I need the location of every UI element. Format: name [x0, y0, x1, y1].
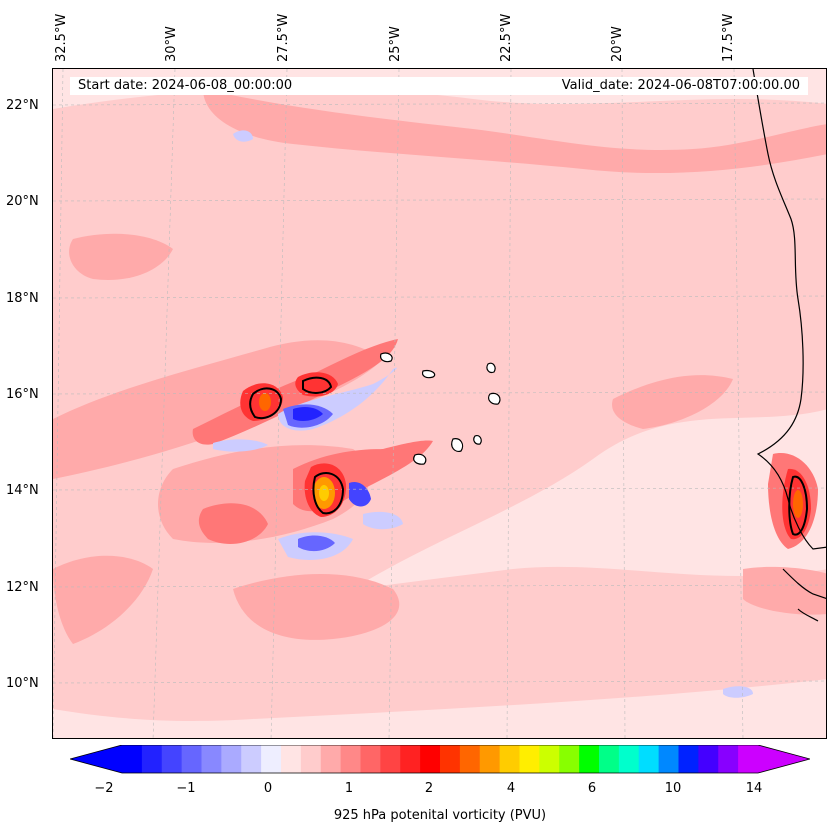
colorbar-extend-under — [70, 745, 122, 773]
colorbar-segment — [658, 745, 679, 773]
colorbar-segment — [400, 745, 421, 773]
pv-region-negative — [349, 481, 371, 507]
islands — [380, 352, 501, 465]
pv-region-negative-light — [723, 686, 753, 698]
colorbar-segment — [141, 745, 163, 773]
colorbar-segment — [440, 745, 461, 773]
colorbar-segment — [241, 745, 262, 773]
colorbar-segment — [738, 745, 759, 773]
gridlines — [53, 69, 826, 738]
valid-date-label: Valid_date: 2024-06-08T07:00:00.00 — [561, 78, 800, 93]
latitude-label: 16°N — [6, 387, 39, 402]
colorbar-segment — [638, 745, 660, 773]
pv-peak-core — [319, 485, 329, 501]
colorbar-segment — [539, 745, 560, 773]
pv-region-medium — [53, 340, 383, 479]
latitude-label: 12°N — [6, 580, 39, 595]
colorbar-segment — [618, 745, 640, 773]
colorbar-tick-label: 14 — [745, 781, 763, 796]
longitude-label: 17.5°W — [721, 13, 736, 62]
latitude-label: 22°N — [6, 98, 39, 113]
pv-region-medium — [233, 574, 400, 640]
colorbar-segment — [122, 745, 143, 773]
pv-peak-core — [793, 490, 803, 518]
colorbar-segment — [320, 745, 342, 773]
pv-region-negative — [298, 535, 335, 552]
longitude-label: 27.5°W — [276, 13, 291, 62]
map-panel[interactable] — [52, 68, 827, 739]
colorbar-extend-over — [758, 745, 810, 773]
colorbar-segment — [420, 745, 441, 773]
colorbar-segment — [201, 745, 222, 773]
colorbar-tick-label: 0 — [263, 781, 273, 796]
longitude-label: 32.5°W — [54, 13, 69, 62]
colorbar-outline — [70, 745, 810, 774]
colorbar-segment — [479, 745, 501, 773]
longitude-label: 25°W — [388, 26, 403, 62]
pv-region-strong — [198, 503, 268, 544]
colorbar-segment — [559, 745, 580, 773]
colorbar-segment — [499, 745, 520, 773]
colorbar-tick-label: 10 — [664, 781, 682, 796]
colorbar-segment — [221, 745, 242, 773]
coastline — [752, 69, 826, 622]
colorbar-tick-label: 4 — [506, 781, 516, 796]
pv-peak-core — [259, 393, 271, 411]
pv-region-strong — [192, 339, 398, 445]
pv-region-negative-light — [213, 439, 268, 452]
colorbar-segment — [340, 745, 361, 773]
colorbar-tick-label: −2 — [94, 781, 114, 796]
pv-region-medium — [53, 555, 153, 644]
longitude-label: 20°W — [610, 26, 625, 62]
colorbar-segment — [181, 745, 202, 773]
colorbar-segment — [459, 745, 481, 773]
colorbar-segment — [360, 745, 381, 773]
pv-region-medium — [743, 566, 826, 615]
start-date-label: Start date: 2024-06-08_00:00:00 — [78, 78, 293, 93]
colorbar-segment — [519, 745, 540, 773]
latitude-label: 20°N — [6, 194, 39, 209]
pv-region-negative-light — [233, 130, 253, 142]
pv-contour-lines — [249, 376, 809, 536]
colorbar-segment — [579, 745, 600, 773]
header-bar: Start date: 2024-06-08_00:00:00 Valid_da… — [70, 77, 808, 95]
colorbar-segment — [380, 745, 401, 773]
colorbar-segment — [261, 745, 282, 773]
colorbar-segment — [281, 745, 302, 773]
latitude-label: 10°N — [6, 676, 39, 691]
colorbar-segment — [300, 745, 322, 773]
pv-region-medium — [612, 375, 733, 429]
latitude-label: 18°N — [6, 291, 39, 306]
pv-region-medium — [203, 89, 826, 173]
colorbar — [70, 745, 810, 774]
colorbar-tick-label: 2 — [424, 781, 434, 796]
latitude-label: 14°N — [6, 483, 39, 498]
colorbar-segment — [698, 745, 719, 773]
pv-region-negative-light — [363, 511, 403, 530]
longitude-label: 22.5°W — [499, 13, 514, 62]
colorbar-tick-label: −1 — [176, 781, 196, 796]
colorbar-tick-label: 1 — [344, 781, 354, 796]
pv-region-medium — [69, 233, 173, 280]
colorbar-segment — [678, 745, 699, 773]
longitude-label: 30°W — [164, 26, 179, 62]
colorbar-label: 925 hPa potenital vorticity (PVU) — [333, 808, 547, 823]
colorbar-tick-label: 6 — [587, 781, 597, 796]
colorbar-segment — [161, 745, 183, 773]
colorbar-segment — [599, 745, 620, 773]
colorbar-segment — [718, 745, 739, 773]
pv-contour-map — [53, 69, 826, 738]
pv-region-negative-strong — [293, 406, 323, 422]
